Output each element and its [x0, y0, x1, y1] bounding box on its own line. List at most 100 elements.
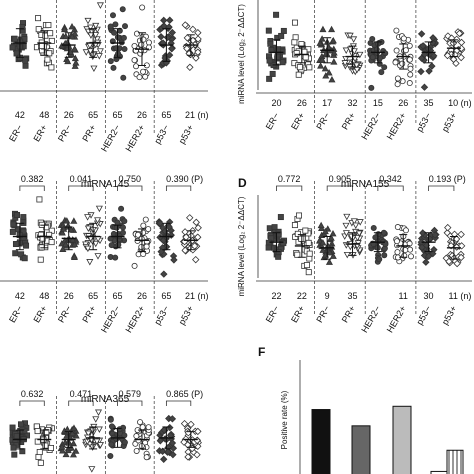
data-point [84, 245, 92, 253]
p-value-label: 0.041 [70, 174, 93, 184]
data-point [118, 205, 125, 212]
data-point [96, 2, 104, 9]
data-point [160, 270, 168, 278]
data-point [107, 235, 114, 242]
data-point [342, 47, 350, 54]
n-label: 35 [424, 98, 434, 108]
data-point [22, 56, 29, 63]
category-label: HER2+ [123, 123, 146, 153]
category-label: PR− [56, 123, 74, 143]
data-point [60, 225, 68, 232]
data-point [279, 59, 286, 66]
data-point [12, 241, 19, 248]
data-point [69, 439, 78, 447]
data-point [69, 236, 77, 243]
data-point [329, 252, 337, 259]
data-point [186, 214, 194, 222]
data-point [36, 449, 43, 456]
data-point [166, 16, 174, 24]
p-value-bracket [19, 185, 45, 191]
n-label: 32 [348, 98, 358, 108]
data-point [107, 452, 114, 459]
data-point [321, 227, 329, 235]
data-point [328, 25, 336, 33]
data-point [380, 229, 387, 236]
n-label: 65 [113, 110, 123, 120]
data-point [452, 59, 460, 68]
bar [311, 409, 331, 474]
panel-title: miRNA365 [81, 394, 130, 405]
data-point [291, 19, 298, 26]
data-point [406, 80, 413, 87]
data-point [37, 459, 44, 466]
data-point [48, 64, 55, 71]
data-point [145, 424, 152, 431]
data-point [394, 224, 401, 231]
data-point [46, 50, 53, 57]
data-point [67, 225, 75, 233]
data-point [71, 45, 79, 52]
y-axis-label: miRNA level (Log₂ 2⁻ΔΔCT) [237, 196, 246, 296]
panel-letter: F [258, 345, 265, 359]
data-point [443, 51, 452, 60]
bar [392, 405, 412, 474]
data-point [23, 242, 30, 249]
n-label: 10 (n) [448, 98, 472, 108]
data-point [393, 47, 400, 54]
p-value-bracket [165, 185, 192, 191]
data-point [95, 205, 103, 213]
data-point [169, 450, 177, 459]
data-point [121, 432, 128, 439]
p-value-label: 0.390 (P) [166, 174, 203, 184]
data-point [180, 419, 189, 428]
p-value-label: 0.382 [21, 174, 44, 184]
data-point [189, 25, 197, 34]
data-point [192, 218, 200, 227]
data-point [342, 230, 350, 237]
n-label: 65 [161, 291, 171, 301]
data-point [107, 58, 114, 65]
p-value-label: 0.193 (P) [429, 174, 466, 184]
data-point [267, 40, 274, 47]
data-point [163, 33, 172, 42]
p-value-bracket [68, 185, 94, 191]
p-value-bracket [117, 185, 143, 191]
n-label: 26 [64, 291, 74, 301]
data-point [114, 219, 121, 226]
data-point [273, 11, 280, 18]
category-label: p53− [152, 123, 171, 146]
data-point [428, 62, 436, 70]
bar [446, 449, 464, 474]
data-point [376, 256, 383, 263]
data-point [457, 253, 465, 262]
data-point [62, 32, 70, 40]
data-point [94, 217, 102, 224]
data-point [306, 250, 313, 257]
data-point [350, 36, 358, 43]
data-point [425, 252, 433, 260]
panel-title: miRNA155 [341, 179, 390, 190]
data-point [84, 17, 92, 25]
data-point [394, 249, 401, 256]
data-point [11, 451, 18, 458]
data-point [138, 41, 145, 48]
p-value-label: 0.865 (P) [166, 389, 203, 399]
data-point [160, 455, 168, 463]
data-point [107, 416, 114, 423]
p-value-label: 0.905 [329, 174, 352, 184]
data-point [22, 62, 29, 69]
data-point [356, 219, 364, 226]
category-label: HER2+ [385, 304, 408, 334]
data-point [291, 222, 298, 229]
data-point [46, 231, 53, 238]
data-point [277, 214, 284, 221]
category-label: HER2− [99, 123, 122, 153]
data-point [13, 50, 20, 57]
data-point [429, 249, 437, 258]
category-label: ER− [264, 111, 282, 131]
data-point [330, 58, 338, 65]
data-point [131, 262, 138, 269]
category-label: PR+ [80, 123, 98, 143]
data-point [170, 256, 178, 264]
data-point [58, 239, 66, 247]
